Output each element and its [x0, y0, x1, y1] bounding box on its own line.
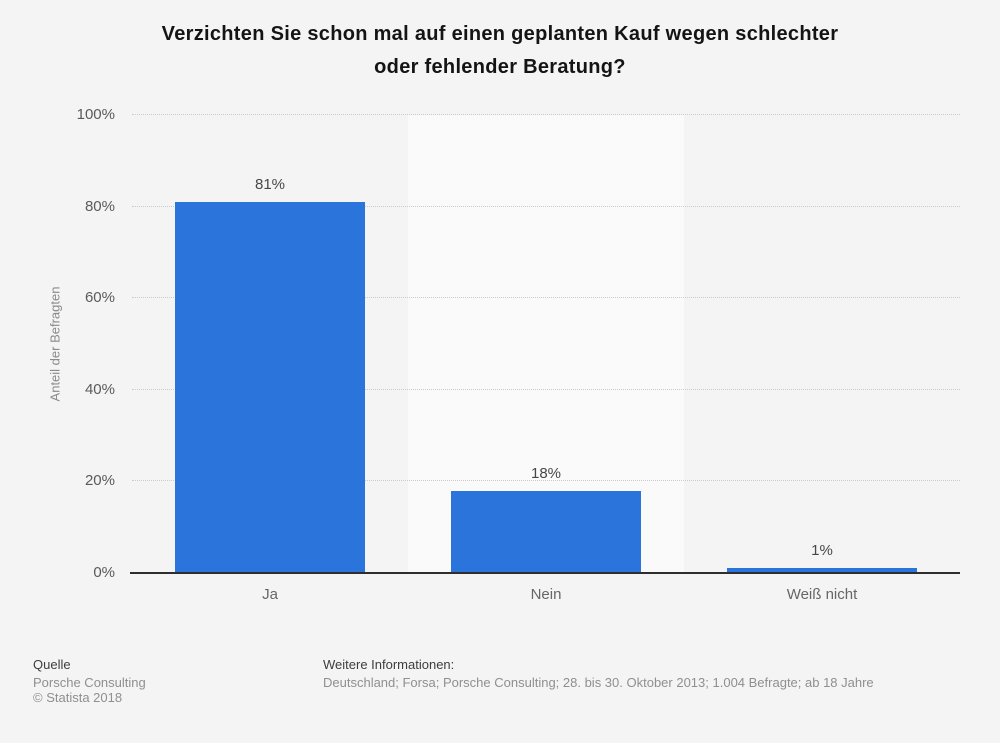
x-tick-label: Ja — [262, 586, 278, 603]
x-axis-line — [130, 572, 960, 574]
bar-nein — [451, 490, 641, 573]
y-tick-label: 20% — [84, 472, 115, 490]
gridline — [132, 480, 960, 482]
chart-title: Verzichten Sie schon mal auf einen gepla… — [0, 18, 1000, 84]
bar-ja — [175, 202, 365, 573]
x-tick-label: Weiß nicht — [786, 586, 858, 603]
chart-title-line2: oder fehlender Beratung? — [374, 56, 626, 78]
value-label: 81% — [254, 176, 286, 194]
bar-weiß-nicht — [727, 568, 917, 573]
more-info-label: Weitere Informationen: — [323, 657, 455, 672]
gridline — [132, 388, 960, 390]
y-tick-label: 0% — [93, 564, 115, 581]
chart-title-line1: Verzichten Sie schon mal auf einen gepla… — [161, 23, 839, 45]
y-tick-label: 100% — [76, 106, 115, 123]
value-label: 18% — [530, 464, 562, 482]
gridline — [132, 114, 960, 115]
x-tick-label: Nein — [530, 586, 562, 603]
gridline — [132, 297, 960, 299]
gridline — [132, 205, 960, 207]
y-tick-label: 40% — [84, 380, 115, 398]
more-info-text: Deutschland; Forsa; Porsche Consulting; … — [323, 675, 874, 690]
copyright-statista: © Statista 2018 — [33, 690, 123, 705]
source-name: Porsche Consulting — [33, 675, 146, 690]
y-tick-label: 60% — [84, 289, 115, 307]
plot-band — [684, 115, 960, 573]
value-label: 1% — [811, 542, 833, 560]
y-tick-label: 80% — [84, 197, 115, 215]
source-label: Quelle — [33, 657, 71, 672]
